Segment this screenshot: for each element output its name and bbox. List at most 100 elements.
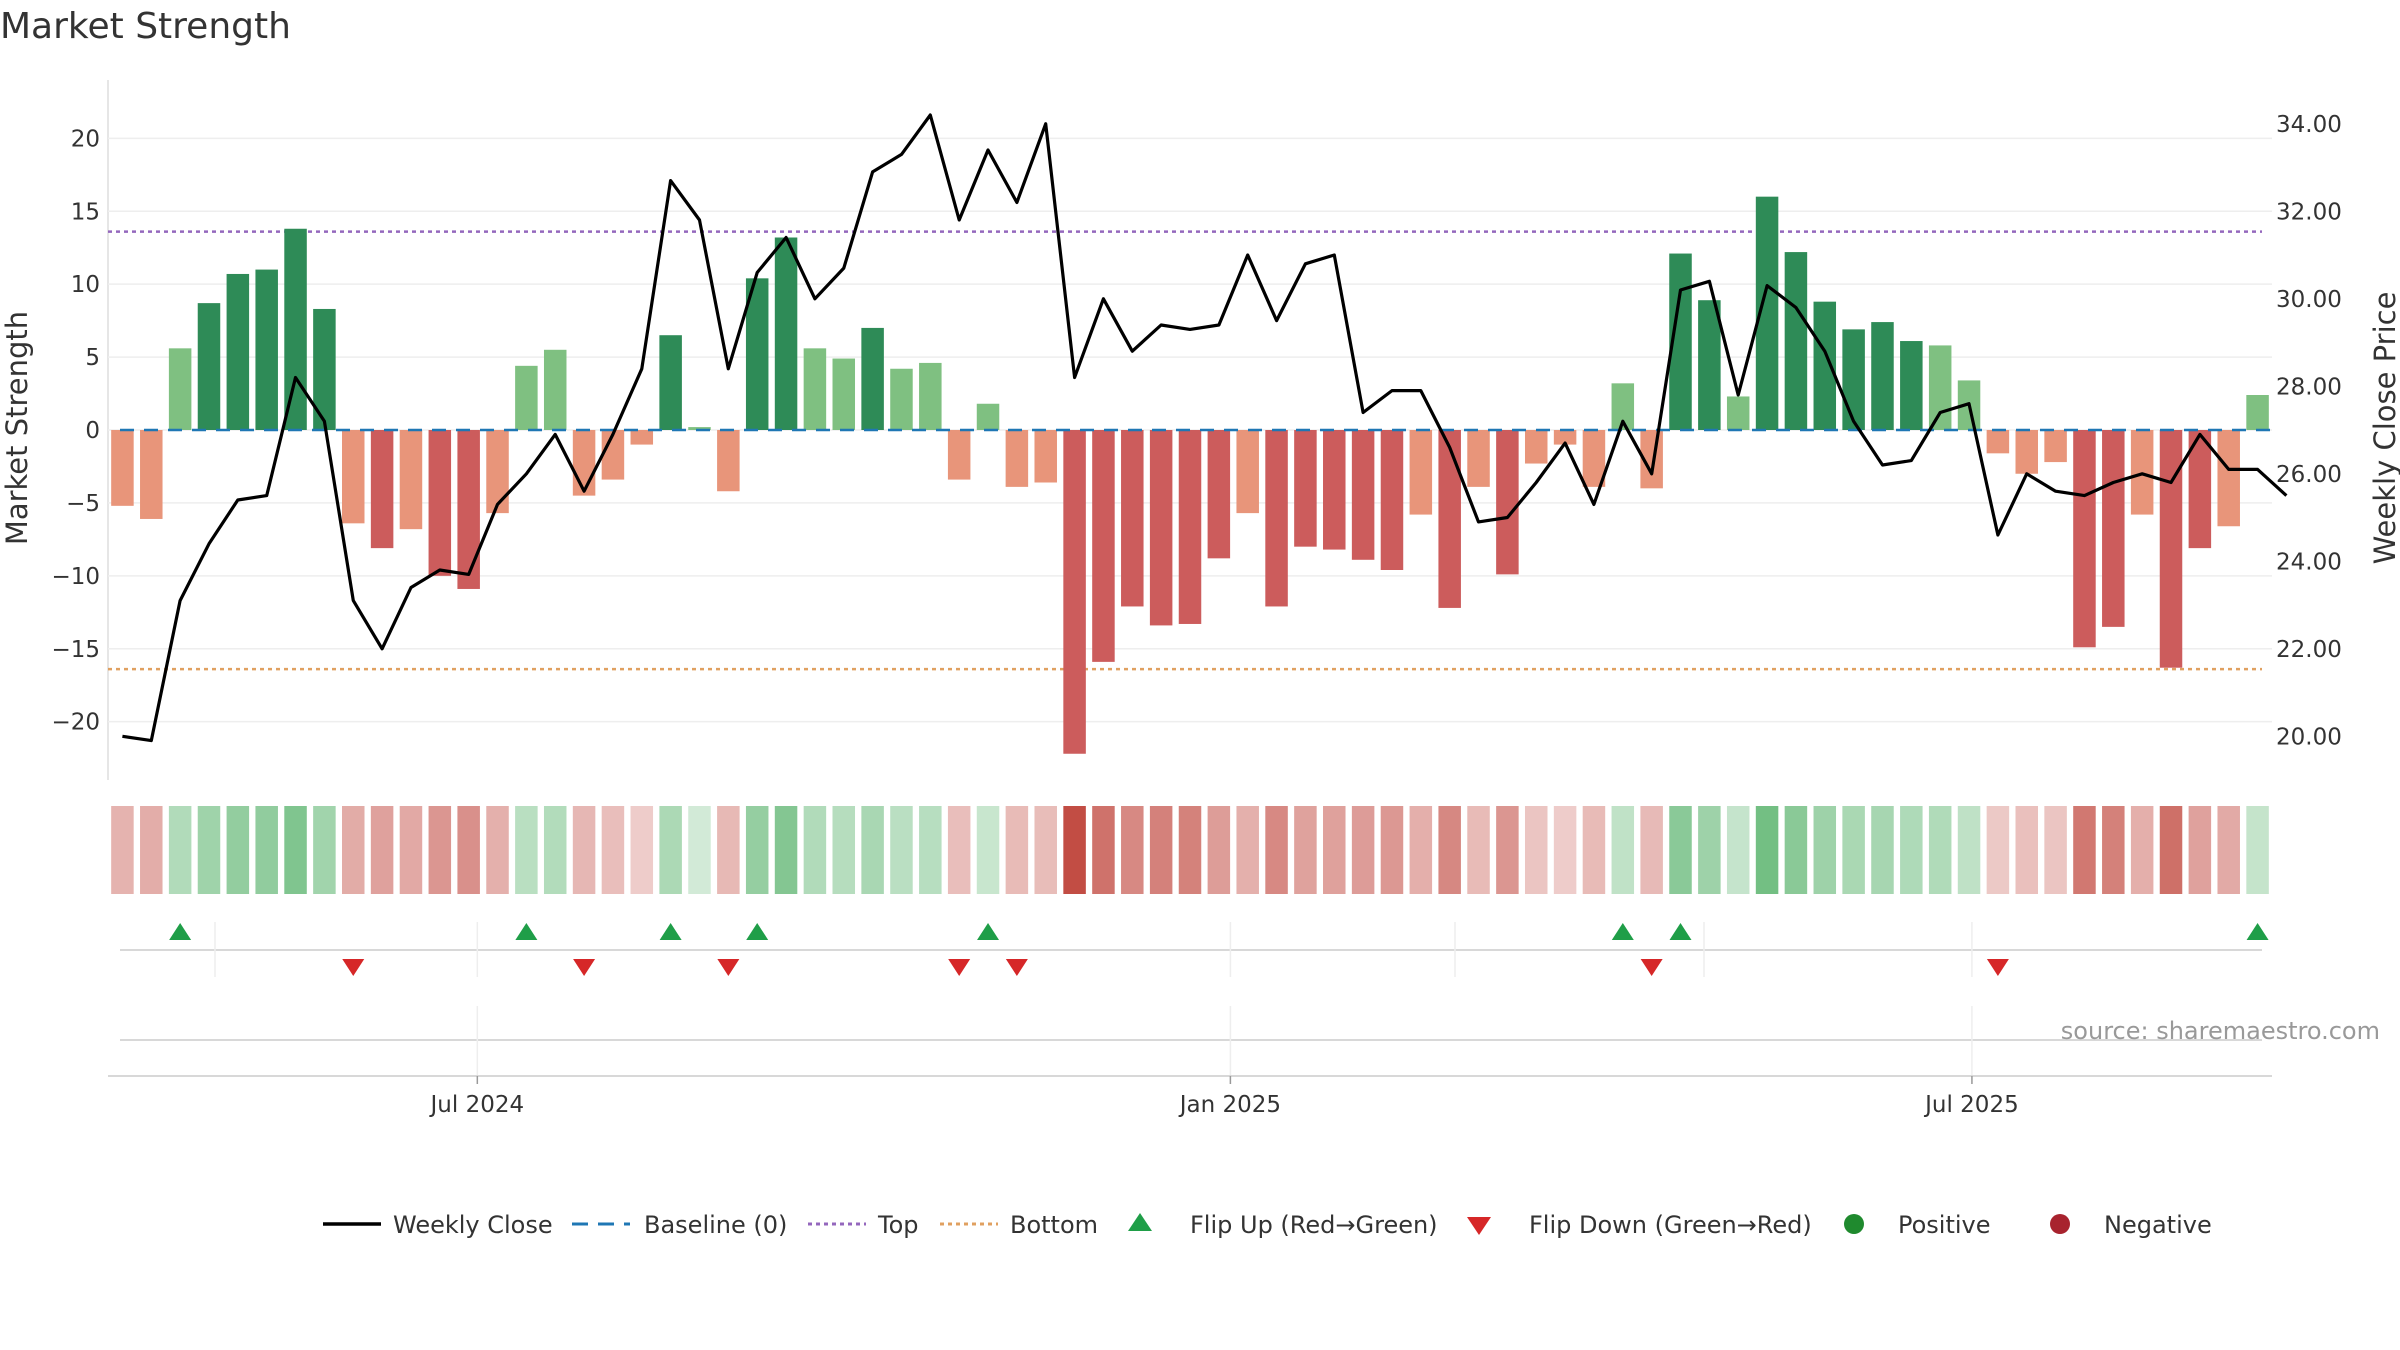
strength-bar	[1380, 430, 1404, 570]
heat-cell	[1957, 806, 1981, 894]
heat-cell	[1755, 806, 1779, 894]
flip-up-marker	[659, 923, 682, 940]
heat-cell	[1236, 806, 1259, 894]
strength-bar	[1784, 252, 1808, 430]
heat-cell	[630, 806, 654, 894]
strength-bar	[1178, 430, 1202, 624]
heat-cell	[688, 806, 711, 894]
strength-bar	[1294, 430, 1317, 547]
flip-up-marker	[1669, 923, 1692, 940]
heat-cell	[2015, 806, 2038, 894]
heat-cell	[1178, 806, 1202, 894]
strength-bar	[717, 430, 740, 492]
heat-cell	[1294, 806, 1317, 894]
weekly-close-line	[122, 113, 2288, 743]
heat-cell	[572, 806, 596, 894]
flip-down-marker	[717, 959, 740, 976]
heat-cell	[1784, 806, 1808, 894]
x-axis-ticks: Jul 2024 Jan 2025 Jul 2025	[429, 1076, 2019, 1118]
heat-cell	[1092, 806, 1115, 894]
strength-bar	[2217, 430, 2240, 527]
heat-cell	[1207, 806, 1231, 894]
legend-label: Baseline (0)	[644, 1211, 787, 1239]
heat-cell	[2044, 806, 2067, 894]
strength-bar	[1986, 430, 2010, 454]
strength-bar	[2073, 430, 2096, 648]
strength-bar	[1092, 430, 1115, 662]
left-tick-label: 5	[85, 345, 100, 371]
strength-bar	[1034, 430, 1057, 483]
empty-panel	[108, 1006, 2272, 1077]
strength-bar	[688, 427, 711, 430]
strength-bar	[111, 430, 134, 506]
legend-swatch	[1128, 1213, 1152, 1231]
legend-item: Bottom	[940, 1211, 1098, 1239]
heat-cell	[1467, 806, 1490, 894]
heat-cell	[919, 806, 942, 894]
flip-down-marker	[1005, 959, 1028, 976]
strength-bar	[1409, 430, 1433, 515]
left-axis-ticks: 20 15 10 5 0 −15 −10 −5 −20	[51, 126, 100, 735]
heat-cell	[832, 806, 856, 894]
legend-item: Negative	[2050, 1211, 2212, 1239]
legend-label: Negative	[2104, 1211, 2212, 1239]
strength-bar	[313, 308, 336, 430]
strength-bar	[1755, 196, 1779, 430]
heat-cell	[1900, 806, 1923, 894]
heat-cell	[1063, 806, 1086, 894]
flip-down-marker	[573, 959, 596, 976]
strength-bar	[1149, 430, 1173, 626]
strength-bar	[486, 430, 509, 514]
strength-bar	[572, 430, 596, 496]
strength-bar	[1207, 430, 1231, 559]
strength-bar	[140, 430, 163, 519]
heat-cell	[976, 806, 1000, 894]
heat-cell	[2217, 806, 2240, 894]
heat-cell	[1669, 806, 1692, 894]
strength-bar	[399, 430, 423, 530]
heat-cell	[1553, 806, 1577, 894]
heat-cell	[2102, 806, 2125, 894]
heat-cell	[1640, 806, 1663, 894]
strength-bar	[1467, 430, 1490, 487]
y-axis-label-left: Market Strength	[0, 311, 34, 545]
heat-cell	[745, 806, 769, 894]
weekly-close-layer	[120, 113, 2288, 743]
flip-markers-panel	[120, 922, 2269, 977]
flip-down-marker	[1640, 959, 1663, 976]
legend-item: Weekly Close	[323, 1211, 553, 1239]
strength-bar	[197, 303, 221, 430]
strength-bar	[1351, 430, 1375, 560]
heat-cell	[370, 806, 394, 894]
heat-cell	[890, 806, 913, 894]
heat-cell	[1409, 806, 1433, 894]
legend-label: Top	[877, 1211, 919, 1239]
flip-down-marker	[948, 959, 971, 976]
right-tick-label: 28.00	[2276, 374, 2342, 400]
y-axis-label-right: Weekly Close Price	[2368, 292, 2400, 565]
legend-swatch	[2050, 1214, 2070, 1234]
flip-down-marker	[1986, 959, 2009, 976]
heat-cell	[1928, 806, 1952, 894]
strength-bar	[659, 335, 682, 430]
strength-bar	[370, 430, 394, 549]
heat-cell	[2130, 806, 2154, 894]
strength-bar	[2044, 430, 2067, 463]
right-tick-label: 20.00	[2276, 724, 2342, 750]
right-axis-ticks: 34.00 32.00 30.00 28.00 26.00 24.00 22.00 20.00	[2276, 112, 2342, 751]
heat-cell	[1438, 806, 1461, 894]
legend-item: Top	[808, 1211, 919, 1239]
heat-cell	[1986, 806, 2010, 894]
strength-bar	[428, 430, 452, 576]
heat-cell	[774, 806, 798, 894]
chart-title: Market Strength	[0, 6, 291, 47]
heat-cell	[1149, 806, 1173, 894]
flip-up-marker	[2246, 923, 2269, 940]
legend-item: Baseline (0)	[572, 1211, 787, 1239]
left-tick-label: 15	[71, 199, 100, 225]
heat-cell	[197, 806, 221, 894]
right-tick-label: 24.00	[2276, 549, 2342, 575]
flip-up-marker	[515, 923, 538, 940]
strength-bar	[1005, 430, 1029, 487]
